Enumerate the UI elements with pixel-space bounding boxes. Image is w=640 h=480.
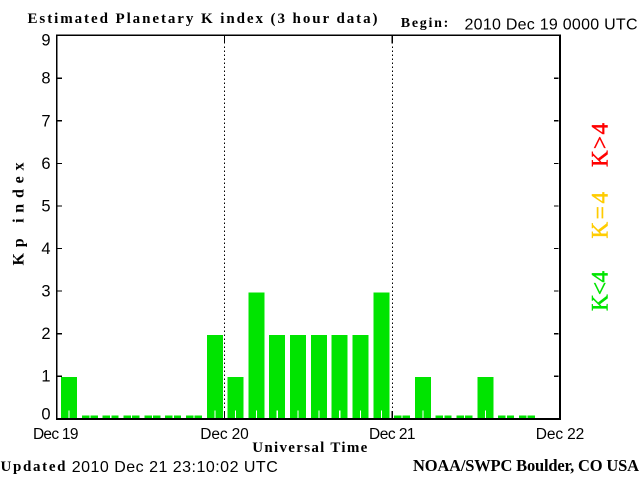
svg-text:Dec 20: Dec 20 [200,426,249,443]
svg-text:Dec 19: Dec 19 [33,426,78,443]
svg-text:2010 Dec 21 23:10:02 UTC: 2010 Dec 21 23:10:02 UTC [72,459,278,476]
svg-text:NOAA/SWPC Boulder, CO USA: NOAA/SWPC Boulder, CO USA [413,456,639,475]
svg-text:Dec 22: Dec 22 [536,426,585,443]
svg-text:8: 8 [41,70,50,88]
svg-text:4: 4 [41,240,50,258]
svg-text:0: 0 [41,406,50,424]
svg-text:5: 5 [41,197,50,215]
svg-text:K=4: K=4 [588,192,613,239]
svg-text:Updated: Updated [1,459,67,475]
svg-text:2: 2 [41,325,50,343]
svg-text:1: 1 [41,368,50,386]
svg-text:7: 7 [41,112,50,130]
svg-text:Begin:: Begin: [401,16,449,31]
svg-text:Dec 21: Dec 21 [369,426,416,443]
svg-text:9: 9 [41,32,50,50]
svg-text:2010 Dec 19 0000 UTC: 2010 Dec 19 0000 UTC [465,17,638,34]
svg-text:Universal Time: Universal Time [252,440,367,456]
svg-text:6: 6 [41,155,50,173]
svg-text:Estimated Planetary K index (3: Estimated Planetary K index (3 hour data… [28,11,378,27]
svg-text:K<4: K<4 [588,271,613,312]
svg-text:3: 3 [41,283,50,301]
svg-text:K>4: K>4 [588,123,613,168]
